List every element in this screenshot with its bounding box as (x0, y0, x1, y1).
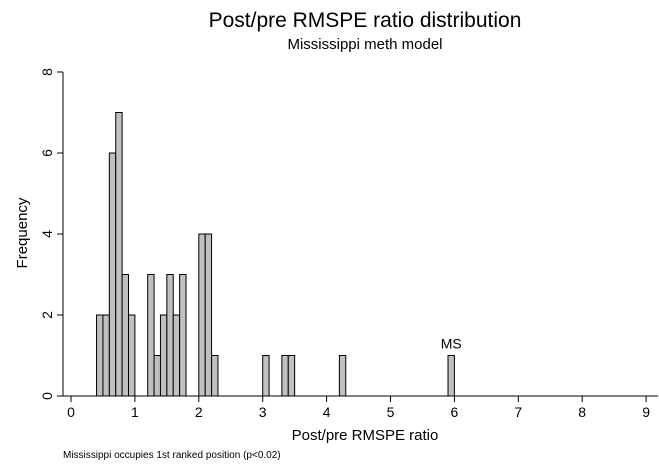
annotations: MS (441, 336, 462, 352)
x-tick-label: 6 (451, 404, 459, 420)
histogram-bar (121, 274, 130, 397)
x-tick-label: 4 (323, 404, 331, 420)
histogram-bar (287, 355, 296, 397)
x-tick-label: 1 (131, 404, 139, 420)
histogram-bar (179, 274, 187, 397)
histogram-bar (166, 274, 174, 397)
x-tick-label: 8 (578, 404, 586, 420)
y-tick-label: 4 (39, 230, 55, 238)
histogram-bar (338, 355, 347, 397)
histogram-bar (102, 314, 110, 397)
x-tick-label: 9 (642, 404, 650, 420)
histogram-bar (447, 355, 455, 397)
histogram-bar (128, 314, 136, 397)
x-tick-label: 7 (514, 404, 522, 420)
histogram-bar (172, 314, 181, 397)
x-axis-ticks: 0 1 2 3 4 5 6 7 8 9 (67, 396, 650, 420)
x-tick-label: 2 (195, 404, 203, 420)
y-tick-label: 0 (39, 392, 55, 400)
histogram-bar (198, 233, 206, 397)
y-axis-ticks: 0 2 4 6 8 (39, 68, 63, 400)
annotation-label: MS (441, 336, 462, 352)
histogram-bar (204, 233, 213, 397)
histogram-bar (211, 355, 219, 397)
chart-subtitle: Mississippi meth model (287, 36, 442, 53)
histogram-bar (262, 355, 270, 397)
x-tick-label: 5 (387, 404, 395, 420)
histogram-bar (108, 152, 117, 397)
x-tick-label: 0 (67, 404, 75, 420)
y-axis-label: Frequency (14, 197, 31, 268)
chart-title: Post/pre RMSPE ratio distribution (209, 9, 522, 32)
histogram-bar (147, 274, 155, 397)
histogram-bar (96, 314, 104, 397)
histogram-bar (159, 314, 168, 397)
histogram-bar (115, 112, 123, 397)
x-tick-label: 3 (259, 404, 267, 420)
footnote: Mississippi occupies 1st ranked position… (63, 450, 281, 461)
y-tick-label: 6 (39, 149, 55, 157)
histogram-bar (281, 355, 289, 397)
histogram-bar (153, 355, 161, 397)
x-axis-label: Post/pre RMSPE ratio (292, 427, 439, 444)
y-tick-label: 2 (39, 311, 55, 319)
y-tick-label: 8 (39, 68, 55, 76)
